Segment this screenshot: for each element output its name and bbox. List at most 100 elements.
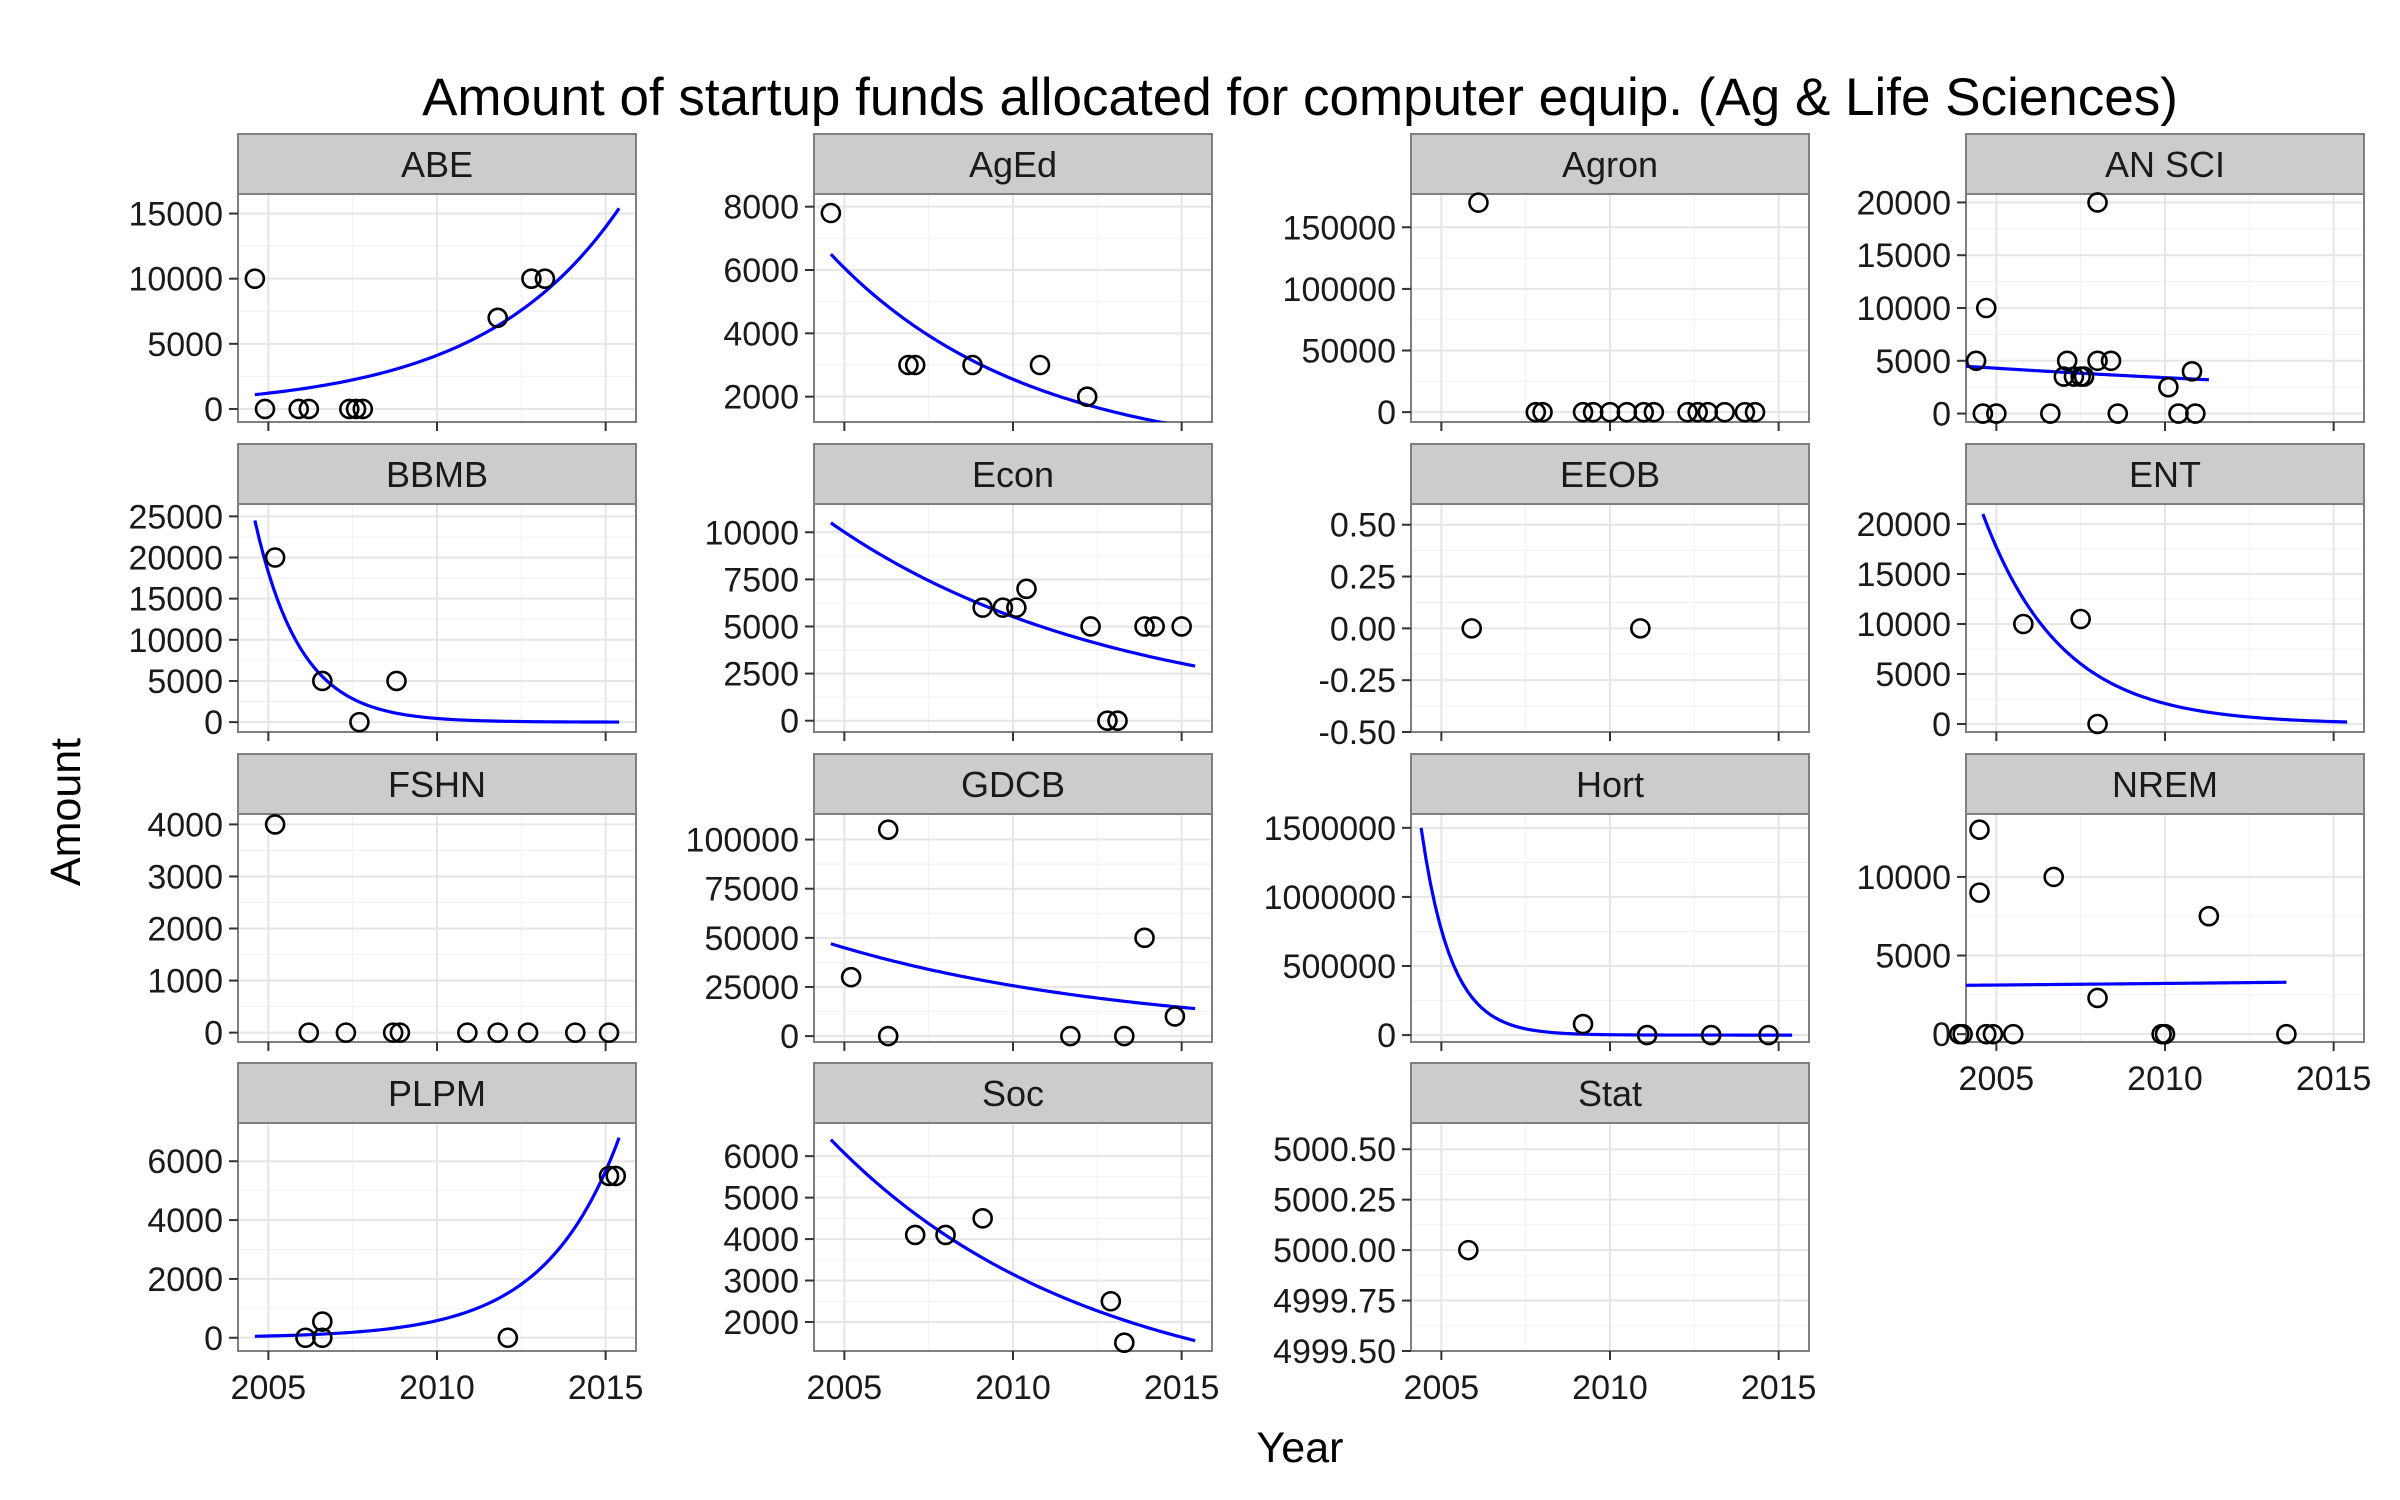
y-tick-label: 5000 xyxy=(1875,938,1951,976)
data-point xyxy=(497,1327,519,1349)
data-point xyxy=(244,268,266,289)
y-tick-label: 0.50 xyxy=(1330,507,1396,545)
data-point xyxy=(1114,1332,1135,1354)
data-point xyxy=(298,398,320,420)
data-point xyxy=(1458,1239,1479,1261)
strip-label-ent: ENT xyxy=(2129,454,2201,495)
data-point xyxy=(598,1165,620,1187)
data-point xyxy=(1952,1023,1973,1045)
data-point xyxy=(1734,401,1756,423)
strip-label-nrem: NREM xyxy=(2112,764,2218,805)
fit-line-nrem xyxy=(1966,980,2287,987)
data-point xyxy=(1164,1006,1186,1027)
strip-label-soc: Soc xyxy=(982,1073,1044,1114)
y-tick-label: 10000 xyxy=(1856,606,1951,644)
data-point xyxy=(2158,376,2179,398)
panel-ent: ENT 0 5000 10000 15000 20000 xyxy=(1856,443,2365,744)
panel-gdcb: GDCB 0 25000 50000 75000 100000 xyxy=(686,753,1213,1056)
x-tick-label: 2015 xyxy=(1144,1369,1220,1407)
y-tick-label: 0 xyxy=(1932,396,1951,434)
data-point xyxy=(1758,1024,1779,1046)
x-axis-title: Year xyxy=(1257,1424,1344,1472)
y-tick-label: 3000 xyxy=(723,1263,799,1301)
x-tick-label: 2015 xyxy=(2296,1060,2372,1098)
data-point xyxy=(1744,401,1766,423)
x-tick-label: 2010 xyxy=(2127,1060,2203,1098)
data-point xyxy=(335,1022,357,1043)
y-tick-label: 20000 xyxy=(1856,506,1951,544)
data-point xyxy=(1630,618,1651,639)
y-tick-label: 5000 xyxy=(723,1180,799,1218)
data-point xyxy=(877,1025,899,1047)
y-tick-label: 0 xyxy=(1377,1017,1396,1055)
data-point xyxy=(1461,618,1483,639)
y-tick-label: 100000 xyxy=(1283,271,1396,309)
data-point xyxy=(1468,192,1489,213)
data-point xyxy=(898,354,919,376)
data-point xyxy=(2002,1023,2024,1045)
data-point xyxy=(1100,1290,1122,1312)
data-point xyxy=(1677,401,1698,423)
data-point xyxy=(517,1022,539,1043)
data-point xyxy=(1097,710,1118,731)
data-point xyxy=(1636,1024,1658,1046)
data-point xyxy=(345,398,367,420)
strip-soc xyxy=(813,1062,1213,1124)
strip-stat xyxy=(1410,1062,1810,1124)
panel-abe: ABE 0 5000 10000 15000 xyxy=(128,133,637,431)
strip-label-agron: Agron xyxy=(1562,144,1658,185)
data-point xyxy=(1060,1025,1081,1047)
y-tick-label: 2000 xyxy=(723,379,799,417)
data-point xyxy=(386,670,407,692)
x-tick-label: 2010 xyxy=(1572,1369,1648,1407)
data-point xyxy=(1986,403,2007,424)
data-point xyxy=(1114,1025,1135,1047)
y-axis-title: Amount xyxy=(42,738,90,886)
data-point xyxy=(2100,350,2122,372)
data-point xyxy=(1687,401,1708,423)
data-point xyxy=(1525,401,1547,423)
x-tick-label: 2005 xyxy=(231,1369,307,1407)
data-point xyxy=(992,597,1014,618)
data-point xyxy=(339,398,360,420)
y-tick-label: 20000 xyxy=(128,540,223,578)
x-tick-label: 2010 xyxy=(399,1369,475,1407)
fit-line-aged xyxy=(829,253,1169,422)
y-tick-label: 50000 xyxy=(704,920,799,958)
data-point xyxy=(1134,927,1155,949)
y-tick-label: 7500 xyxy=(723,561,799,599)
data-point xyxy=(1076,386,1098,407)
strip-label-stat: Stat xyxy=(1578,1073,1642,1114)
strip-fshn xyxy=(237,753,637,815)
y-tick-label: 5000.50 xyxy=(1273,1131,1396,1169)
strip-nrem xyxy=(1965,753,2365,815)
data-point xyxy=(1969,882,1990,903)
x-tick-label: 2005 xyxy=(1404,1369,1480,1407)
data-point xyxy=(487,307,509,329)
data-point xyxy=(1982,1023,2004,1045)
y-tick-label: 0 xyxy=(780,1018,799,1056)
y-tick-label: 0 xyxy=(204,1015,223,1053)
data-point xyxy=(2198,905,2220,927)
data-point xyxy=(820,202,842,224)
chart-title: Amount of startup funds allocated for co… xyxy=(422,68,2178,127)
panel-agron: Agron 0 50000 100000 150000 xyxy=(1283,133,1810,432)
data-point xyxy=(598,1022,620,1043)
data-point xyxy=(2013,613,2034,635)
y-tick-label: 5000 xyxy=(147,663,223,701)
fit-line-gdcb xyxy=(830,942,1196,1011)
data-point xyxy=(1572,401,1594,423)
y-tick-label: 4000 xyxy=(147,806,223,844)
data-point xyxy=(904,354,926,376)
y-tick-label: 15000 xyxy=(1856,556,1951,594)
y-tick-label: 0 xyxy=(204,704,223,742)
data-point xyxy=(962,354,983,376)
y-tick-label: 50000 xyxy=(1301,333,1396,371)
data-point xyxy=(1969,819,1990,841)
data-point xyxy=(1965,350,1987,372)
data-point xyxy=(2043,866,2064,888)
y-tick-label: 0 xyxy=(1932,1016,1951,1054)
fit-line-plpm xyxy=(254,1137,621,1338)
strip-aged xyxy=(813,133,1213,195)
